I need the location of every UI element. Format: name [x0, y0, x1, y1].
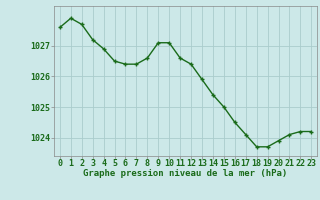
X-axis label: Graphe pression niveau de la mer (hPa): Graphe pression niveau de la mer (hPa)	[84, 169, 288, 178]
